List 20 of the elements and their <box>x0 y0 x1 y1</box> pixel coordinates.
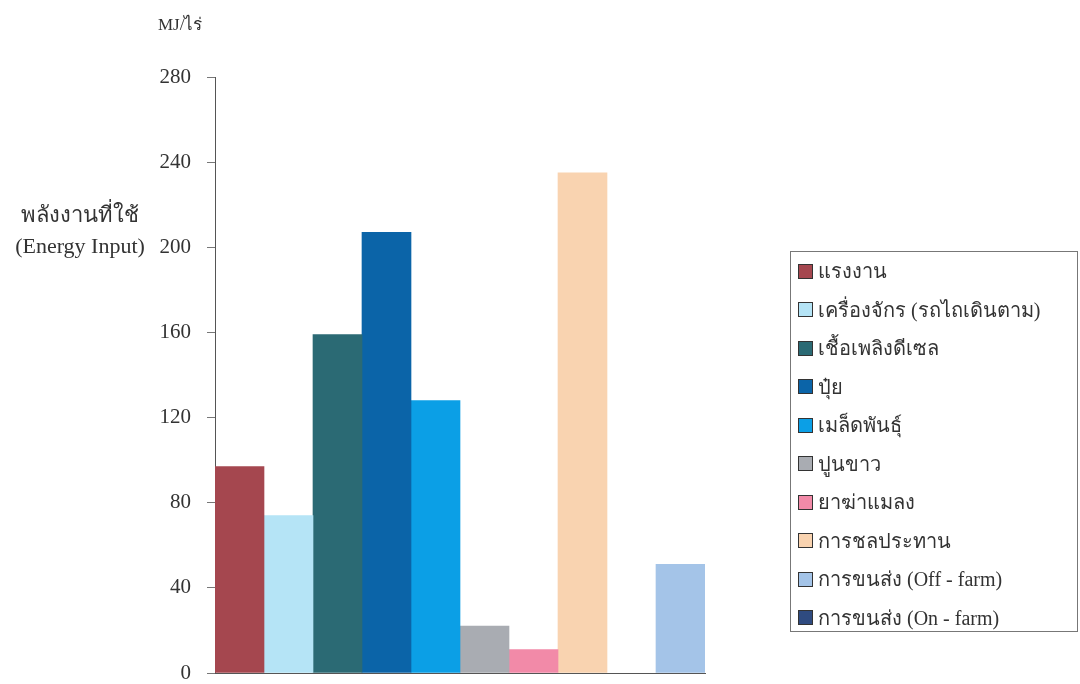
y-tick-label: 200 <box>159 233 191 258</box>
y-tick-label: 80 <box>170 489 191 514</box>
y-tick-label: 0 <box>180 659 191 684</box>
legend-label: การขนส่ง (Off - farm) <box>818 567 1003 593</box>
legend-label: เครื่องจักร (รถไถเดินตาม) <box>818 295 1041 324</box>
legend-label: การขนส่ง (On - farm) <box>818 605 1000 632</box>
y-tick-label: 160 <box>159 318 191 343</box>
y-tick-label: 120 <box>159 404 191 429</box>
y-tick-label: 280 <box>159 63 191 88</box>
legend-label: เชื้อเพลิงดีเซล <box>818 333 939 362</box>
legend-label: การชลประทาน <box>818 528 951 554</box>
text: MJ/ไร่ <box>158 13 203 36</box>
legend-label: ปุ๋ย <box>818 374 843 402</box>
y-axis-title: พลังงานที่ใช้ (Energy Input) <box>14 199 146 260</box>
legend-label: ยาฆ่าแมลง <box>818 490 915 516</box>
y-tick-label: 40 <box>170 574 191 599</box>
y-tick-label: 240 <box>159 148 191 173</box>
legend-label: ปูนขาว <box>818 451 881 479</box>
legend-label: แรงงาน <box>818 259 887 285</box>
legend-label: เมล็ดพันธุ์ <box>818 411 902 440</box>
